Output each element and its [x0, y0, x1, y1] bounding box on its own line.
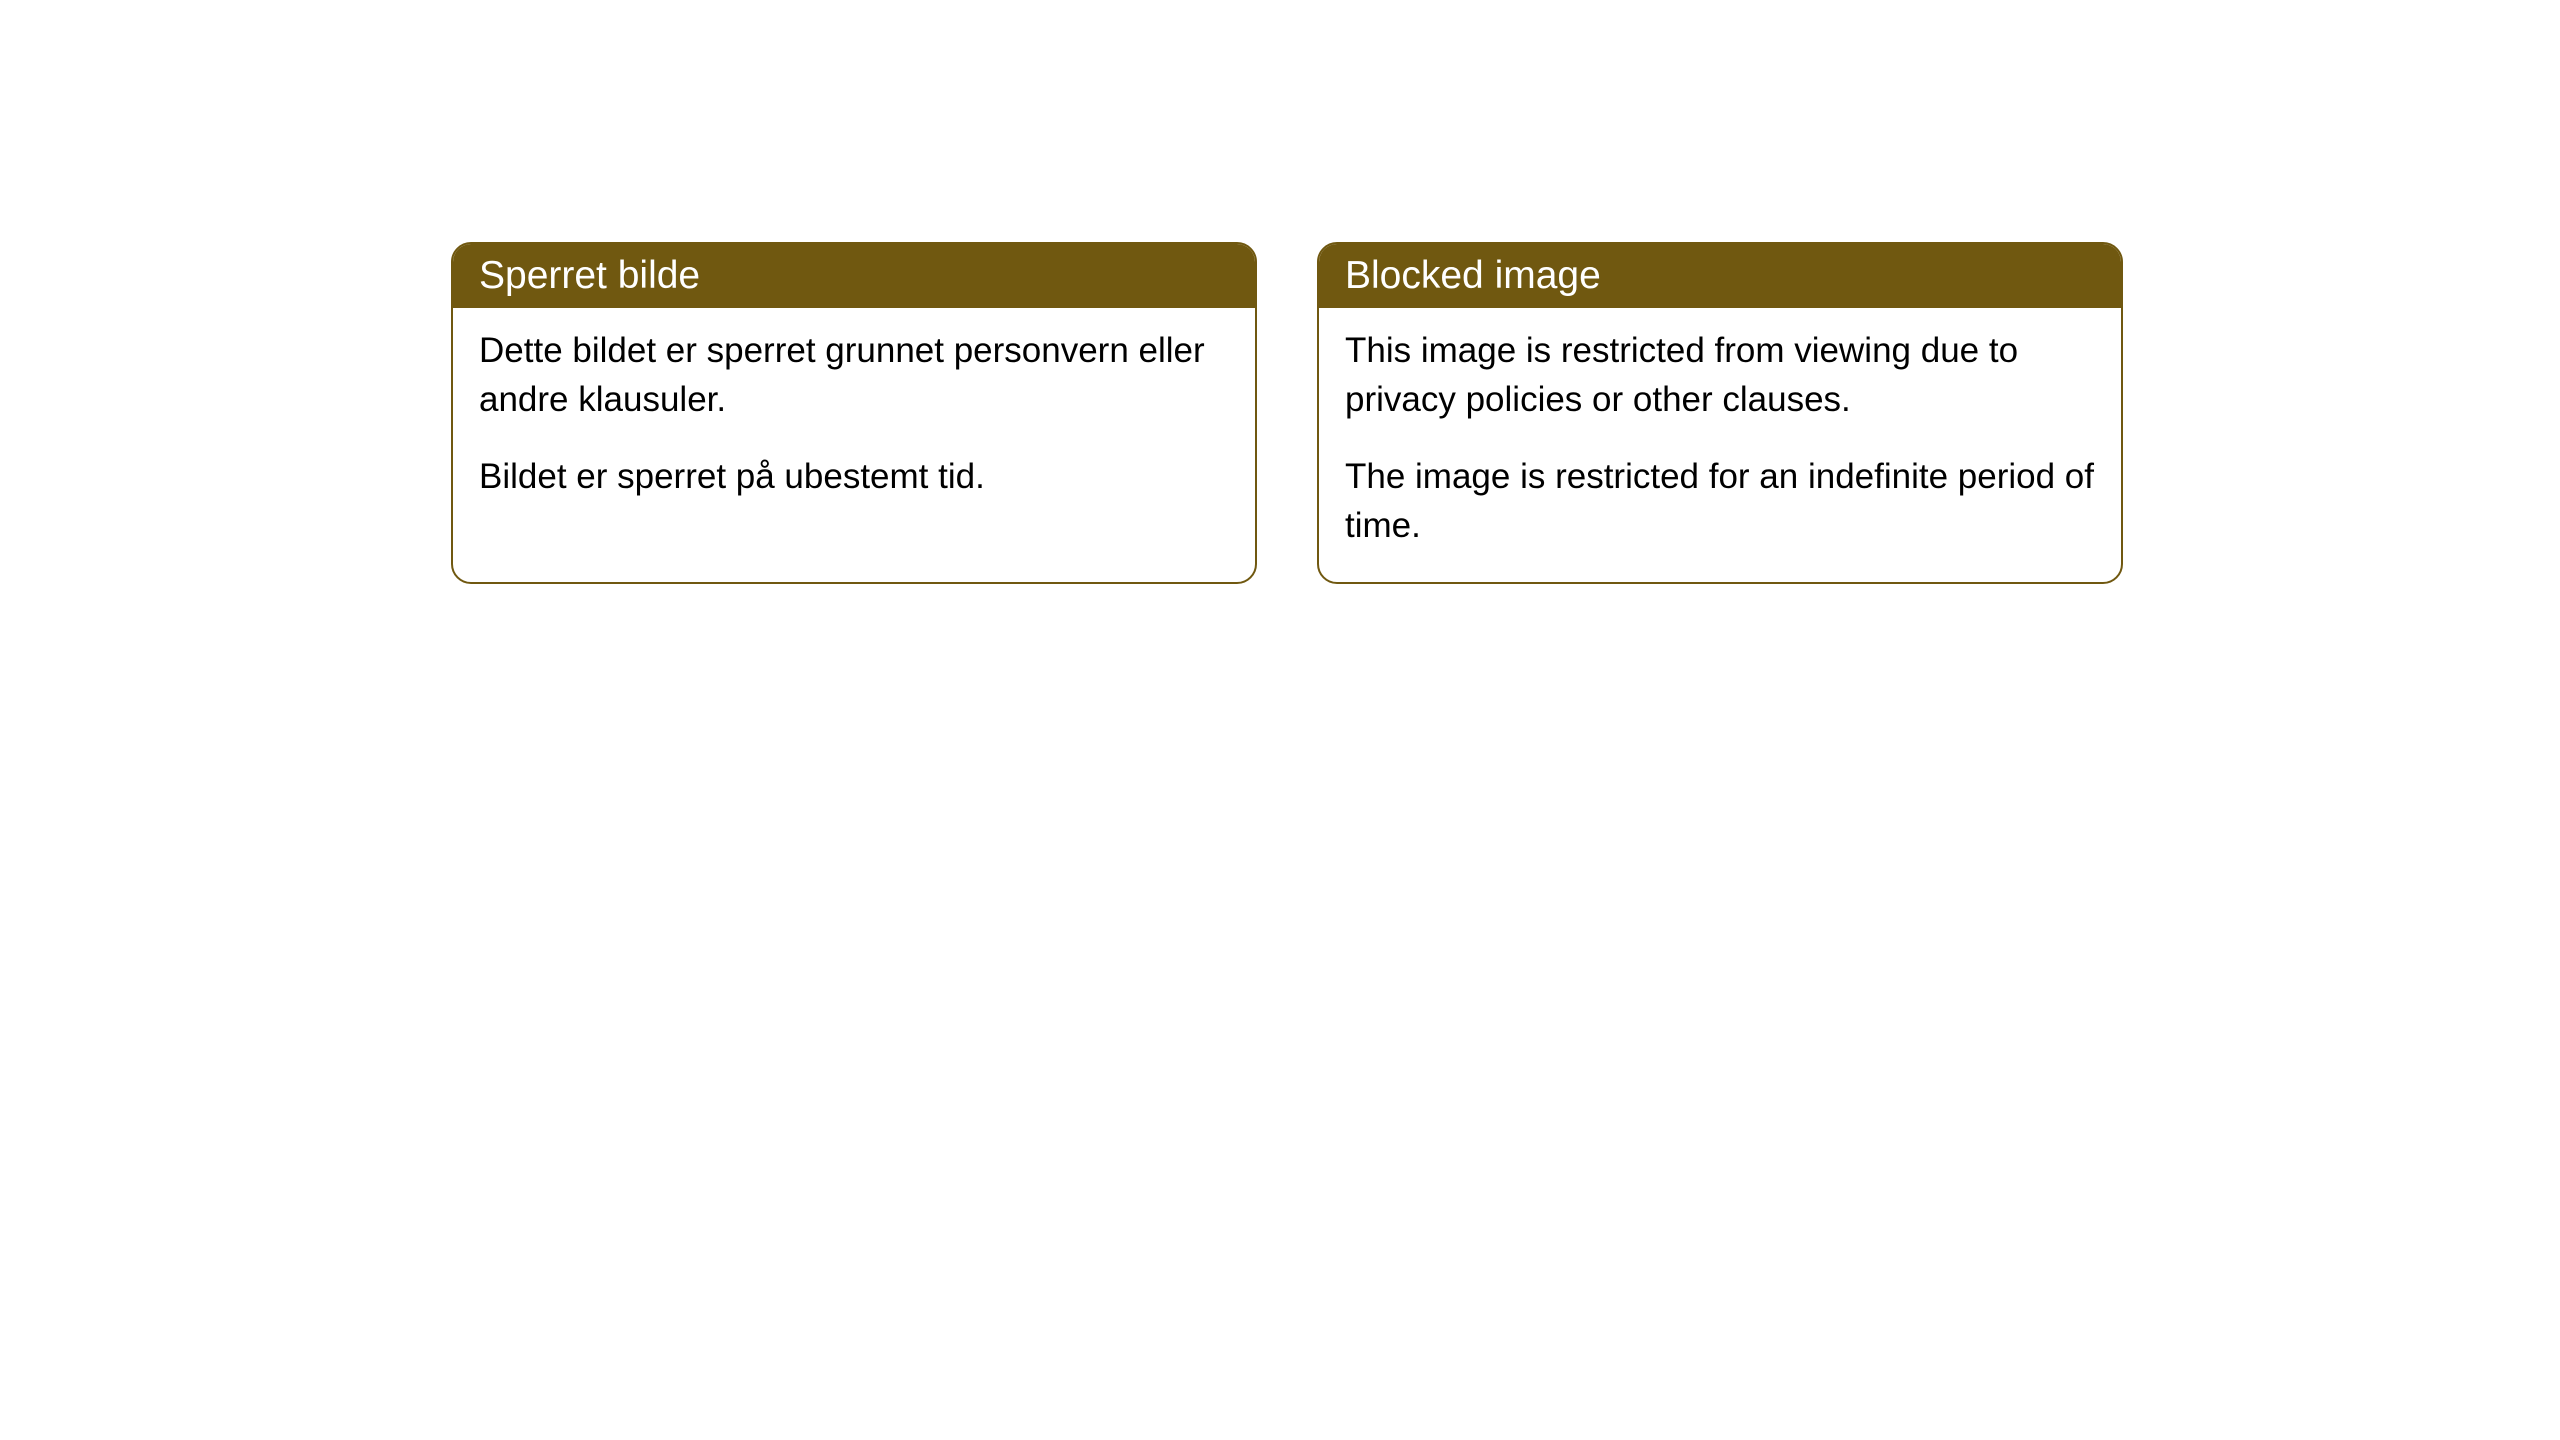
card-paragraph-1-en: This image is restricted from viewing du…: [1345, 326, 2095, 424]
blocked-image-card-en: Blocked image This image is restricted f…: [1317, 242, 2123, 584]
card-paragraph-1-no: Dette bildet er sperret grunnet personve…: [479, 326, 1229, 424]
card-body-en: This image is restricted from viewing du…: [1319, 308, 2121, 582]
card-header-no: Sperret bilde: [453, 244, 1255, 308]
card-paragraph-2-en: The image is restricted for an indefinit…: [1345, 452, 2095, 550]
card-body-no: Dette bildet er sperret grunnet personve…: [453, 308, 1255, 533]
blocked-image-card-no: Sperret bilde Dette bildet er sperret gr…: [451, 242, 1257, 584]
card-header-en: Blocked image: [1319, 244, 2121, 308]
card-paragraph-2-no: Bildet er sperret på ubestemt tid.: [479, 452, 1229, 501]
notice-container: Sperret bilde Dette bildet er sperret gr…: [0, 0, 2560, 584]
